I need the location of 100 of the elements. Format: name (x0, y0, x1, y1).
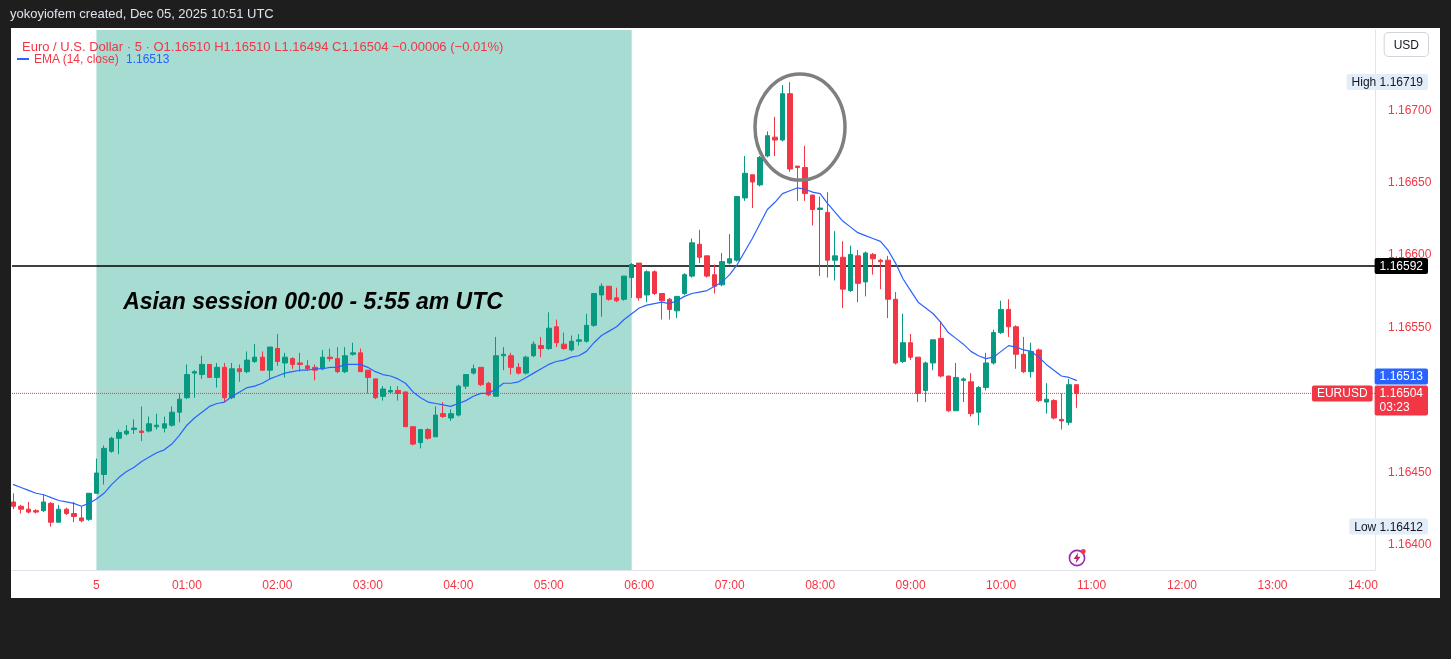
candlestick (772, 116, 778, 157)
candlestick (848, 245, 853, 293)
candlestick (569, 334, 574, 352)
candlestick (18, 504, 24, 515)
candlestick (523, 355, 529, 376)
candlestick (478, 366, 484, 387)
candlestick (101, 445, 107, 486)
candlestick (94, 458, 99, 494)
candlestick (1044, 382, 1049, 415)
candlestick (591, 292, 597, 328)
candlestick (79, 505, 84, 523)
candlestick (652, 269, 657, 296)
y-tick-label: 1.16700 (1388, 102, 1432, 117)
candlestick (727, 233, 732, 266)
text: 1.16513 (1379, 369, 1424, 384)
candlestick (576, 333, 582, 347)
candlestick (923, 361, 928, 403)
candlestick (207, 363, 212, 378)
candlestick (621, 275, 627, 302)
candlestick (938, 320, 944, 378)
candlestick (418, 429, 423, 449)
candlestick (320, 349, 325, 371)
candlestick (1051, 398, 1057, 420)
candlestick (305, 359, 310, 371)
ref-line-label: 1.16504 03:23 (1379, 386, 1424, 415)
candlestick (116, 429, 122, 455)
candlestick (682, 272, 687, 296)
legend-label: EMA (14, close) (34, 52, 119, 66)
candlestick (584, 313, 589, 344)
candlestick (516, 362, 521, 376)
x-tick-label: 13:00 (1257, 578, 1288, 592)
candlestick (636, 262, 642, 302)
candlestick (961, 376, 966, 403)
candlestick (64, 507, 69, 516)
candlestick (750, 174, 755, 209)
candlestick (237, 363, 242, 383)
annotation: Low 1.16412 (1354, 519, 1424, 534)
y-tick-label: 1.16450 (1388, 464, 1432, 479)
x-tick-label: 06:00 (624, 578, 655, 592)
candlestick (719, 252, 725, 287)
text: Euro / U.S. Dollar · 5 · O1.16510 H1.16510 L1.16494 C1.16504 −0.00006 (−0.01%) (22, 39, 504, 54)
candlestick (998, 300, 1004, 335)
candlestick (501, 346, 506, 371)
candlestick (991, 329, 996, 365)
candlestick (71, 501, 77, 523)
candlestick (561, 332, 567, 351)
candlestick (267, 346, 273, 380)
candlestick (712, 264, 717, 294)
x-tick-label: 11:00 (1076, 578, 1107, 592)
candlestick (704, 255, 710, 279)
candlestick (199, 355, 205, 380)
candlestick (606, 285, 612, 302)
candlestick (825, 191, 830, 279)
candlestick (192, 369, 197, 399)
annotation: 1.16513 (126, 52, 170, 66)
candlestick (365, 369, 371, 394)
candlestick (983, 352, 989, 391)
candlestick (659, 292, 665, 321)
candlestick (810, 194, 815, 226)
candlestick (440, 401, 446, 419)
candlestick (742, 155, 748, 202)
candlestick (855, 249, 861, 303)
candlestick (471, 363, 476, 376)
candlestick (765, 130, 770, 158)
candlestick (282, 352, 288, 378)
candlestick (900, 313, 906, 364)
text: yokoyiofem created, Dec 05, 2025 10:51 UTC (10, 6, 274, 22)
candlestick (644, 269, 650, 303)
candlestick (878, 258, 883, 290)
candlestick (629, 262, 634, 299)
candlestick (11, 492, 16, 510)
x-tick-label: 05:00 (533, 578, 565, 592)
text: USD (1393, 37, 1420, 52)
candlestick (674, 295, 680, 319)
candlestick (184, 363, 190, 400)
candlestick (388, 385, 393, 394)
candlestick (780, 84, 785, 142)
candlestick (1013, 324, 1019, 370)
x-tick-label: 03:00 (352, 578, 384, 592)
candlestick (146, 416, 152, 433)
candlestick (214, 362, 220, 389)
x-tick-label: 01:00 (171, 578, 203, 592)
candlestick (456, 384, 461, 418)
candlestick (817, 195, 823, 277)
candlestick (358, 348, 363, 373)
candlestick (433, 405, 438, 438)
candlestick (757, 155, 763, 187)
candlestick (109, 436, 114, 454)
candlestick (1028, 342, 1034, 378)
candlestick (350, 342, 356, 357)
candlestick (787, 81, 793, 173)
candlestick (33, 508, 39, 515)
candlestick (885, 255, 891, 319)
y-tick-label: 1.16650 (1388, 175, 1432, 190)
candlestick (554, 319, 559, 348)
x-tick-label: 14:00 (1347, 578, 1379, 592)
candlestick (297, 352, 303, 373)
candlestick (131, 418, 137, 435)
candlestick (734, 195, 740, 263)
x-tick-label: 04:00 (443, 578, 474, 592)
